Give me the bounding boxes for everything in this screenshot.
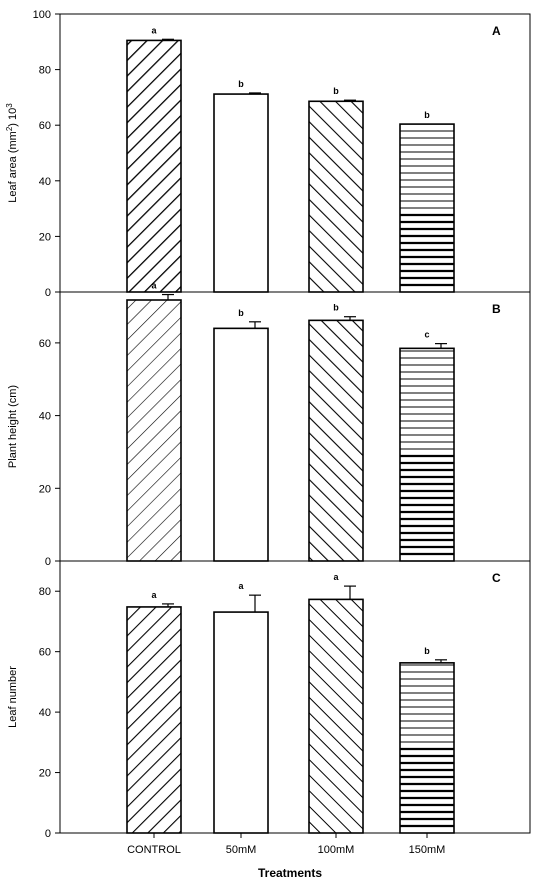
x-tick-label: 50mM — [226, 844, 257, 856]
y-tick-label: 80 — [39, 65, 51, 77]
significance-letter: b — [238, 79, 244, 89]
panels-group: 0 20 40 60 80 100 Leaf area (mm2) 103 Aa b b b 0 20 4… — [5, 9, 531, 856]
y-tick-label: 60 — [39, 338, 51, 350]
y-tick-label: 20 — [39, 231, 51, 243]
panel-b: 0 20 40 60 Plant height (cm) Ba b b c — [7, 281, 531, 568]
y-tick-label: 60 — [39, 647, 51, 659]
y-tick-label: 40 — [39, 176, 51, 188]
panel-c: 0 20 40 60 80 Leaf number Ca a a b CONTROL 50mM 100m… — [7, 560, 531, 856]
y-axis-label: Plant height (cm) — [7, 385, 19, 468]
significance-letter: a — [333, 572, 339, 582]
bar-150mm — [399, 347, 455, 562]
panel-a: 0 20 40 60 80 100 Leaf area (mm2) 103 Aa b b b — [5, 9, 531, 299]
significance-letter: b — [424, 646, 430, 656]
significance-letter: a — [151, 281, 157, 291]
x-tick-label: 100mM — [318, 844, 355, 856]
y-tick-label: 0 — [45, 287, 51, 299]
bar-50mm — [213, 327, 269, 562]
bar-100mm — [308, 100, 364, 293]
y-tick-label: 20 — [39, 768, 51, 780]
significance-letter: c — [424, 330, 429, 340]
y-tick-label: 100 — [33, 9, 51, 21]
significance-letter: a — [151, 590, 157, 600]
panel-letter: C — [492, 571, 501, 585]
significance-letter: a — [238, 581, 244, 591]
panel-letter: B — [492, 302, 501, 316]
y-tick-label: 20 — [39, 483, 51, 495]
y-tick-label: 60 — [39, 120, 51, 132]
y-axis-label: Leaf number — [7, 666, 19, 728]
y-tick-label: 40 — [39, 411, 51, 423]
x-tick-label: 150mM — [409, 844, 446, 856]
y-tick-label: 0 — [45, 828, 51, 840]
bar-control — [126, 39, 182, 293]
y-tick-label: 0 — [45, 556, 51, 568]
bar-100mm — [308, 319, 364, 562]
bar-100mm — [308, 598, 364, 834]
y-tick-label: 40 — [39, 707, 51, 719]
significance-letter: a — [151, 25, 157, 35]
x-axis-title: Treatments — [258, 866, 322, 880]
panel-letter: A — [492, 24, 501, 38]
bar-control — [126, 299, 182, 562]
significance-letter: b — [424, 110, 430, 120]
y-tick-label: 80 — [39, 586, 51, 598]
panel-frame — [59, 560, 531, 834]
significance-letter: b — [333, 86, 339, 96]
bar-50mm — [213, 93, 269, 293]
y-axis-label: Leaf area (mm2) 103 — [5, 103, 20, 203]
x-tick-label: CONTROL — [127, 844, 181, 856]
significance-letter: b — [238, 308, 244, 318]
significance-letter: b — [333, 303, 339, 313]
bar-50mm — [213, 611, 269, 834]
bar-control — [126, 606, 182, 834]
